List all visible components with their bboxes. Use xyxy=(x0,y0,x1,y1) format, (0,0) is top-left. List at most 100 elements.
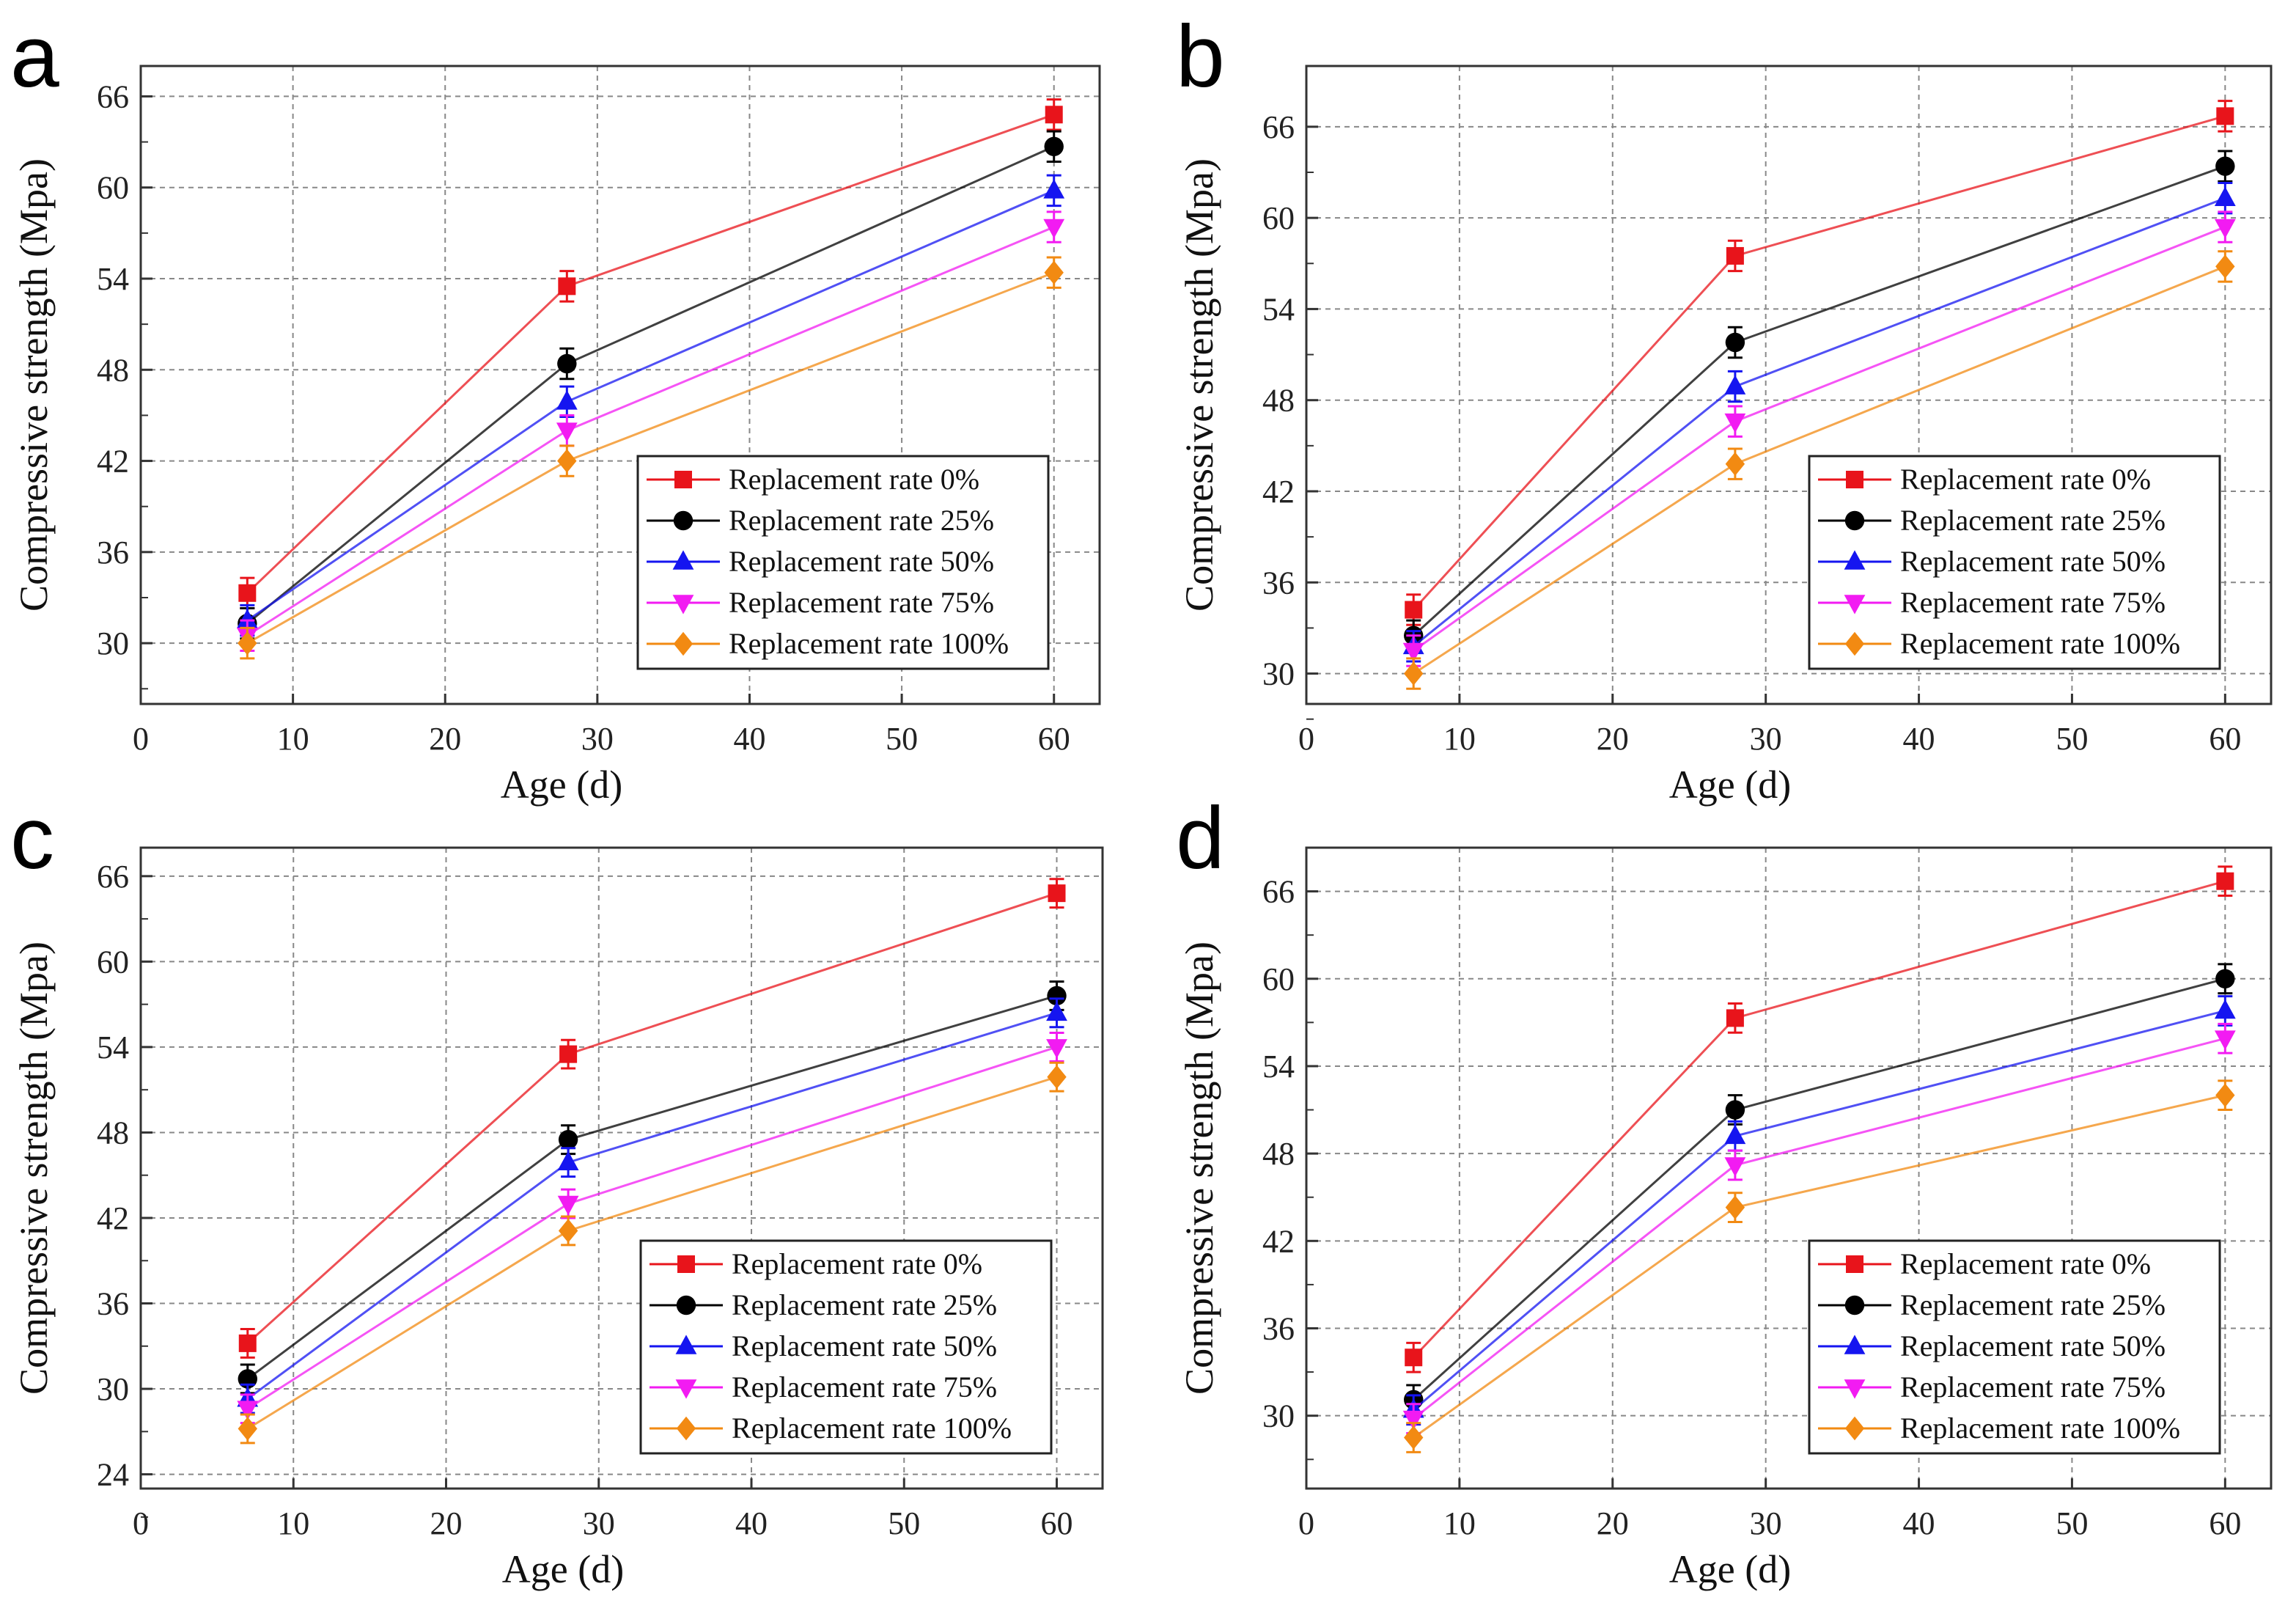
panel-label: b xyxy=(1176,7,1225,106)
legend-label: Replacement rate 75% xyxy=(1900,1370,2166,1403)
legend-label: Replacement rate 0% xyxy=(1900,1247,2151,1280)
data-point xyxy=(1404,661,1424,686)
y-tick-label: 48 xyxy=(97,1115,129,1151)
data-point xyxy=(1726,246,1744,265)
y-tick-label: 66 xyxy=(97,78,129,114)
legend-label: Replacement rate 75% xyxy=(1900,586,2166,619)
legend-marker xyxy=(675,1379,697,1399)
data-point xyxy=(238,584,257,602)
x-tick-label: 10 xyxy=(277,1505,309,1541)
data-point xyxy=(559,1045,578,1063)
y-tick-label: 54 xyxy=(1262,291,1295,327)
data-point xyxy=(557,353,577,374)
legend-label: Replacement rate 100% xyxy=(1900,627,2180,660)
y-tick-label: 66 xyxy=(1262,874,1295,910)
plot-frame xyxy=(1305,65,2273,705)
x-axis-label: Age (d) xyxy=(502,1547,624,1591)
x-tick-label: 40 xyxy=(1903,721,1935,757)
y-tick-label: 60 xyxy=(97,170,129,206)
y-tick-label: 42 xyxy=(97,444,129,480)
y-tick-label: 30 xyxy=(97,625,129,661)
x-tick-label: 20 xyxy=(1597,721,1629,757)
y-tick-label: 36 xyxy=(97,1286,129,1322)
x-tick-label: 20 xyxy=(429,721,461,757)
chart-panel-b: 0 10 20 30 40 50 60 30 36 42 48 54 60 66 Age (d) Compre… xyxy=(1176,7,2273,807)
y-tick-label: 48 xyxy=(97,352,129,388)
data-point xyxy=(1725,1195,1745,1219)
legend-label: Replacement rate 100% xyxy=(729,627,1009,660)
data-point xyxy=(1405,601,1423,619)
data-point xyxy=(238,631,257,656)
plot-frame xyxy=(139,846,1104,1490)
data-point xyxy=(1044,260,1064,285)
chart-panel-d: 0 10 20 30 40 50 60 30 36 42 48 54 60 66 Age (d) Compre… xyxy=(1176,789,2273,1591)
legend-label: Replacement rate 100% xyxy=(1900,1412,2180,1445)
data-point xyxy=(2214,1030,2236,1050)
series-3 xyxy=(237,1031,1067,1425)
legend-label: Replacement rate 25% xyxy=(1900,1288,2166,1321)
legend-label: Replacement rate 50% xyxy=(1900,545,2166,578)
series-0 xyxy=(1405,865,2234,1373)
legend-label: Replacement rate 0% xyxy=(1900,463,2151,496)
data-point xyxy=(237,1401,259,1420)
legend: Replacement rate 0% Replacement rate 25% R… xyxy=(1808,1239,2221,1455)
data-point xyxy=(1724,1124,1746,1145)
x-tick-label: 60 xyxy=(1041,1505,1073,1541)
legend-marker xyxy=(672,595,694,614)
legend-label: Replacement rate 75% xyxy=(732,1370,997,1403)
y-axis-label: Compressive strength (Mpa) xyxy=(12,158,56,612)
legend-label: Replacement rate 0% xyxy=(732,1247,982,1280)
plot-frame xyxy=(1305,846,2273,1490)
legend-label: Replacement rate 50% xyxy=(732,1329,997,1362)
legend-label: Replacement rate 25% xyxy=(729,504,994,537)
y-tick-label: 54 xyxy=(97,1030,129,1065)
legend-label: Replacement rate 100% xyxy=(732,1412,1012,1445)
y-tick-label: 66 xyxy=(97,859,129,895)
data-point xyxy=(557,1195,579,1216)
x-tick-label: 40 xyxy=(733,721,765,757)
series-0 xyxy=(238,878,1066,1359)
plot-frame xyxy=(139,65,1101,705)
data-point xyxy=(1047,1065,1067,1089)
x-tick-label: 40 xyxy=(1903,1505,1935,1541)
legend: Replacement rate 0% Replacement rate 25% R… xyxy=(1808,455,2221,670)
chart-panel-a: 0 10 20 30 40 50 60 30 36 42 48 54 60 66 Age (d) Compre… xyxy=(10,7,1101,807)
x-tick-label: 20 xyxy=(1597,1505,1629,1541)
data-point xyxy=(1402,1410,1424,1431)
legend-marker xyxy=(1844,1295,1865,1315)
data-point xyxy=(1044,136,1064,156)
data-point xyxy=(2215,1083,2235,1107)
x-tick-label: 60 xyxy=(2209,721,2241,757)
x-tick-label: 10 xyxy=(277,721,309,757)
data-point xyxy=(1048,884,1066,903)
data-point xyxy=(1043,219,1065,239)
data-point xyxy=(1725,332,1745,353)
x-tick-label: 60 xyxy=(2209,1505,2241,1541)
data-point xyxy=(2215,156,2235,176)
legend-marker xyxy=(1844,1416,1865,1441)
legend-marker xyxy=(676,1295,696,1315)
x-tick-label: 50 xyxy=(2056,1505,2088,1541)
data-point xyxy=(238,1417,257,1441)
data-point xyxy=(556,422,578,442)
legend-marker xyxy=(1844,1335,1866,1354)
legend-label: Replacement rate 25% xyxy=(732,1288,997,1321)
y-tick-label: 60 xyxy=(1262,961,1295,997)
data-point xyxy=(236,609,258,628)
legend-marker xyxy=(1844,595,1866,614)
series-4 xyxy=(238,1061,1067,1445)
legend-label: Replacement rate 0% xyxy=(729,463,979,496)
legend-marker xyxy=(1846,1255,1863,1273)
series-3 xyxy=(1402,210,2236,667)
x-tick-label: 60 xyxy=(1038,721,1070,757)
panel-label: c xyxy=(10,789,54,887)
y-tick-label: 30 xyxy=(97,1371,129,1407)
series-4 xyxy=(1404,1079,2235,1453)
data-point xyxy=(1405,1348,1423,1367)
y-tick-label: 48 xyxy=(1262,383,1295,419)
y-tick-label: 54 xyxy=(1262,1049,1295,1085)
legend-label: Replacement rate 50% xyxy=(729,545,994,578)
legend-marker xyxy=(672,550,694,570)
data-point xyxy=(558,277,576,296)
series-0 xyxy=(238,98,1063,609)
